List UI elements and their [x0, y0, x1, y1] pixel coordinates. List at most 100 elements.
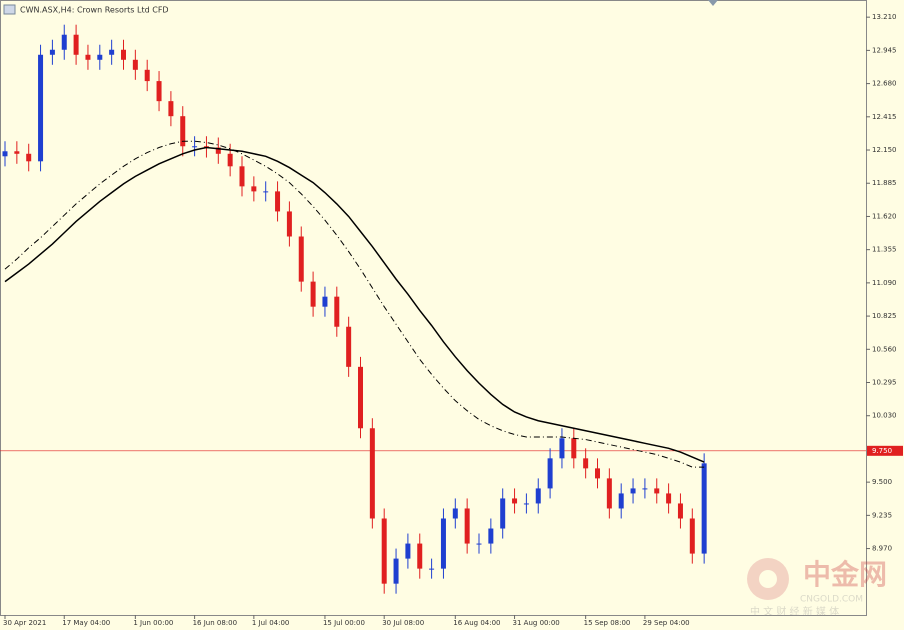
candle-body	[286, 211, 292, 237]
y-tick-label: 8.970	[872, 545, 892, 553]
y-tick-label: 11.885	[872, 179, 897, 187]
candle-body	[440, 518, 446, 569]
candle-body	[156, 81, 162, 102]
y-tick-label: 12.150	[872, 146, 897, 154]
candle-body	[192, 146, 198, 148]
x-tick-label: 15 Sep 08:00	[584, 619, 631, 627]
candle-body	[381, 518, 387, 584]
x-tick-label: 30 Jul 08:00	[382, 619, 424, 627]
candle-body	[275, 191, 281, 212]
candle-body	[251, 186, 257, 192]
y-tick-label: 11.620	[872, 212, 897, 220]
y-tick-label: 9.500	[872, 478, 892, 486]
x-tick-label: 29 Sep 04:00	[643, 619, 690, 627]
candle-body	[547, 458, 553, 489]
candle-body	[144, 69, 150, 82]
candle-body	[642, 488, 648, 490]
candle-body	[452, 508, 458, 519]
candle-body	[393, 558, 399, 584]
x-tick-label: 31 Aug 00:00	[513, 619, 560, 627]
candle-body	[571, 438, 577, 459]
candle-body	[263, 191, 269, 193]
candle-body	[523, 503, 529, 505]
y-tick-label: 12.680	[872, 80, 897, 88]
candle-body	[689, 518, 695, 554]
candle-body	[488, 528, 494, 544]
candle-body	[512, 498, 518, 504]
plot-frame	[0, 0, 867, 616]
watermark-logo	[747, 558, 789, 600]
candle-body	[73, 34, 79, 55]
y-tick-label: 11.355	[872, 246, 897, 254]
candle-body	[227, 153, 233, 167]
candle-body	[417, 543, 423, 569]
candle-body	[535, 488, 541, 504]
candle-body	[500, 498, 506, 529]
symbol-icon	[3, 4, 16, 15]
y-tick-label: 10.825	[872, 312, 897, 320]
candle-body	[109, 49, 115, 55]
moving-average	[4, 140, 705, 468]
candle-body	[2, 151, 8, 157]
y-tick-label: 10.030	[872, 412, 897, 420]
candle-body	[132, 59, 138, 70]
candle-body	[85, 54, 91, 60]
candle-body	[334, 296, 340, 327]
x-tick-label: 16 Aug 04:00	[453, 619, 500, 627]
x-tick-label: 1 Jun 00:00	[133, 619, 173, 627]
candle-body	[298, 236, 304, 282]
candle-body	[14, 151, 20, 154]
y-tick-label: 11.090	[872, 279, 897, 287]
candle-body	[97, 54, 103, 60]
candle-body	[180, 116, 186, 147]
y-tick-label: 13.210	[872, 13, 897, 21]
y-tick-label: 10.560	[872, 345, 897, 353]
y-tick-label: 9.235	[872, 511, 892, 519]
candle-body	[464, 508, 470, 544]
candle-body	[310, 281, 316, 307]
candle-body	[429, 568, 435, 570]
current-price-box	[867, 445, 903, 456]
candle-body	[346, 326, 352, 367]
y-tick-label: 12.415	[872, 113, 897, 121]
menu-arrow	[708, 0, 718, 6]
candle-body	[476, 543, 482, 545]
x-tick-label: 1 Jul 04:00	[252, 619, 290, 627]
current-price-label: 9.750	[872, 447, 892, 455]
candle-body	[654, 488, 660, 494]
candle-body	[618, 493, 624, 509]
candle-body	[121, 49, 126, 60]
watermark-brand: 中金网	[803, 558, 887, 591]
candle-body	[38, 54, 44, 162]
moving-average	[4, 146, 705, 463]
x-tick-label: 30 Apr 2021	[3, 619, 46, 627]
candle-body	[583, 458, 589, 469]
candle-body	[26, 153, 32, 162]
candle-body	[358, 366, 363, 429]
watermark-tagline: 中 文 财 经 新 媒 体	[750, 605, 839, 618]
watermark-site: CNGOLD.COM	[800, 595, 863, 605]
watermark: 中金网 CNGOLD.COM 中 文 财 经 新 媒 体	[747, 558, 887, 618]
candle-body	[595, 468, 600, 479]
candle-body	[666, 493, 672, 504]
candle-body	[215, 147, 221, 154]
candle-body	[606, 478, 612, 509]
candle-body	[168, 101, 174, 117]
x-tick-label: 17 May 04:00	[62, 619, 110, 627]
x-tick-label: 15 Jul 00:00	[323, 619, 365, 627]
y-tick-label: 12.945	[872, 46, 897, 54]
x-tick-label: 16 Jun 08:00	[193, 619, 237, 627]
chart-title: CWN.ASX,H4: Crown Resorts Ltd CFD	[20, 6, 169, 15]
candle-body	[559, 438, 565, 459]
candle-body	[61, 34, 67, 50]
candle-body	[405, 543, 411, 559]
candle-body	[239, 166, 245, 187]
candle-body	[630, 488, 636, 494]
y-tick-label: 10.295	[872, 379, 897, 387]
candle-body	[49, 49, 55, 55]
watermark-logo-inner	[759, 570, 777, 588]
candle-body	[369, 428, 375, 519]
candle-body	[701, 463, 707, 554]
